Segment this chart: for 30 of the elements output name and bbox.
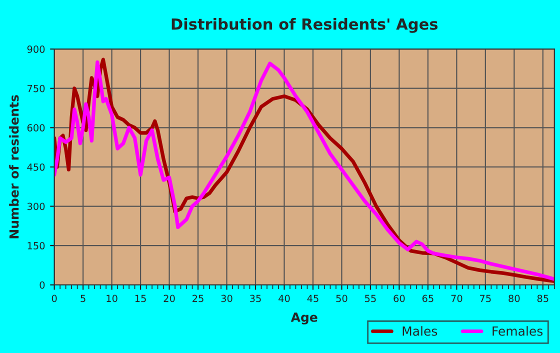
x-tick-label: 75 xyxy=(480,294,491,302)
x-tick-label: 70 xyxy=(451,294,462,302)
x-tick-label: 50 xyxy=(336,294,348,302)
x-tick-label: 85 xyxy=(537,294,548,302)
y-tick-label: 900 xyxy=(27,46,45,53)
y-axis-title: Number of residents xyxy=(9,95,19,238)
x-axis-title: Age xyxy=(290,312,318,324)
x-tick-label: 65 xyxy=(422,294,434,302)
x-tick-label: 55 xyxy=(365,294,376,302)
x-tick-label: 35 xyxy=(250,294,261,302)
y-tick-label: 300 xyxy=(27,202,45,210)
legend-label: Males xyxy=(402,326,438,336)
y-tick-label: 150 xyxy=(28,242,45,250)
x-tick-label: 0 xyxy=(52,294,57,302)
y-tick-label: 600 xyxy=(27,124,45,132)
x-tick-label: 80 xyxy=(508,294,520,302)
chart-title: Distribution of Residents' Ages xyxy=(172,18,438,33)
x-tick-label: 45 xyxy=(307,294,318,302)
x-tick-label: 10 xyxy=(106,294,118,302)
x-tick-label: 5 xyxy=(80,294,86,302)
x-tick-label: 60 xyxy=(394,294,405,302)
y-tick-label: 0 xyxy=(40,281,45,289)
x-tick-label: 25 xyxy=(192,294,204,302)
legend-label: Females xyxy=(492,326,543,336)
y-tick-label: 750 xyxy=(28,84,45,92)
x-tick-label: 15 xyxy=(135,294,146,302)
x-tick-label: 20 xyxy=(164,294,175,302)
x-tick-label: 30 xyxy=(221,294,232,302)
y-tick-label: 450 xyxy=(27,163,45,171)
x-tick-label: 40 xyxy=(278,294,290,302)
